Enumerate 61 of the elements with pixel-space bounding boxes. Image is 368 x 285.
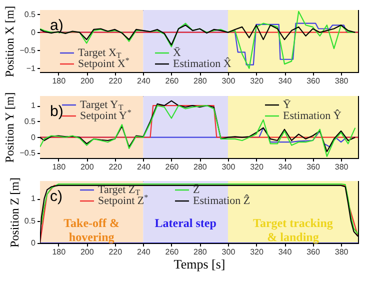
annotation: b): [50, 103, 64, 120]
y-axis-title: Position Y [m]: [2, 92, 17, 163]
x-axis-title: Temps [s]: [174, 256, 226, 272]
x-tick-label: 240: [136, 248, 151, 256]
y-tick-label: 1: [31, 101, 36, 110]
x-tick-label: 220: [108, 162, 123, 172]
y-tick-label: −1: [26, 64, 36, 73]
legend-label: Estimation Ŷ: [283, 109, 342, 122]
x-tick-label: 380: [334, 162, 349, 172]
legend-label: Ȳ: [283, 99, 291, 111]
x-tick-label: 380: [334, 76, 349, 86]
x-tick-label: 260: [165, 162, 180, 172]
x-tick-label: 240: [136, 162, 151, 172]
x-tick-label: 360: [306, 248, 320, 256]
y-tick-label: 1: [31, 194, 36, 204]
y-tick-label: 0.5: [24, 216, 36, 226]
x-tick-label: 180: [52, 162, 66, 172]
x-tick-label: 180: [52, 248, 66, 256]
x-tick-label: 260: [165, 76, 180, 86]
x-tick-label: 340: [278, 162, 292, 172]
x-tick-label: 280: [194, 76, 208, 86]
x-tick-label: 220: [108, 248, 123, 256]
x-tick-label: 340: [278, 248, 292, 256]
x-tick-label: 240: [136, 76, 151, 86]
y-tick-label: −0.5: [20, 148, 36, 158]
x-tick-label: 320: [250, 248, 264, 256]
x-tick-label: 380: [334, 248, 349, 256]
band-label: Take-off & hovering: [64, 216, 120, 244]
x-tick-label: 300: [222, 248, 236, 256]
x-tick-label: 220: [108, 76, 123, 86]
x-tick-label: 320: [250, 162, 264, 172]
x-tick-label: 300: [222, 76, 236, 86]
x-tick-label: 360: [306, 76, 320, 86]
y-tick-label: 0.5: [24, 10, 36, 19]
x-tick-label: 200: [80, 248, 94, 256]
x-tick-label: 180: [52, 76, 66, 86]
annotation: a): [50, 17, 64, 34]
legend-label: Z̄: [193, 184, 200, 196]
x-tick-label: 360: [306, 162, 320, 172]
x-tick-label: 200: [80, 162, 94, 172]
x-tick-label: 280: [194, 248, 208, 256]
line-series: [40, 10, 356, 69]
band-label: Lateral step: [154, 216, 217, 230]
x-tick-label: 200: [80, 76, 94, 86]
legend-label: Estimation Ẑ: [193, 194, 250, 207]
x-tick-label: 320: [250, 76, 264, 86]
band-label: Target tracking & landing: [253, 216, 333, 244]
y-axis-title: Position Z [m]: [7, 177, 22, 248]
y-tick-label: −0.5: [20, 46, 36, 55]
x-tick-label: 260: [165, 248, 180, 256]
y-tick-label: 0: [31, 132, 36, 142]
annotation: c): [50, 188, 62, 205]
x-tick-label: 280: [194, 162, 208, 172]
x-tick-label: 300: [222, 162, 236, 172]
legend-label: X̄: [173, 46, 181, 59]
y-tick-label: 0: [31, 28, 36, 37]
x-tick-label: 340: [278, 76, 292, 86]
y-axis-title: Position X [m]: [2, 6, 17, 78]
y-tick-label: 0: [31, 238, 36, 248]
y-tick-label: 0.5: [24, 116, 36, 126]
legend-label: Estimation X̂: [173, 56, 232, 70]
